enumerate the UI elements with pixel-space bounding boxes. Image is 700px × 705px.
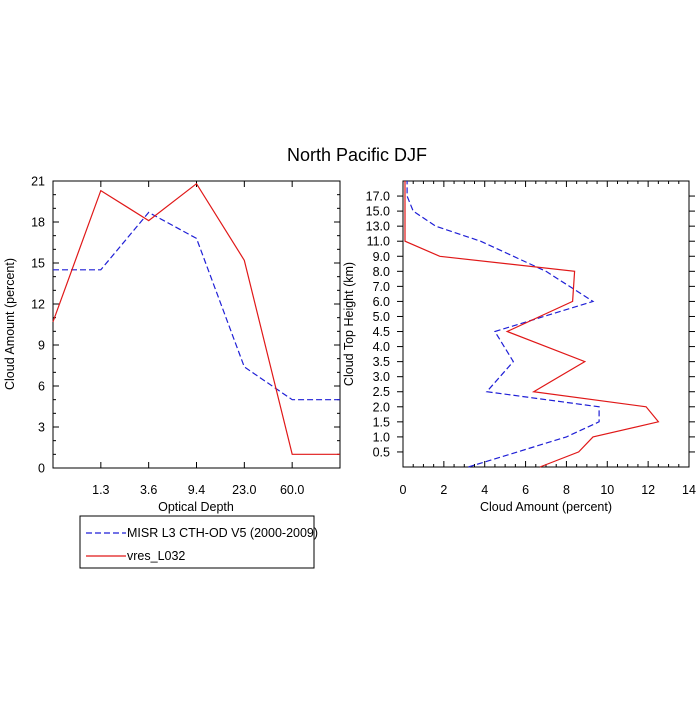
left-x-tick-label: 9.4 <box>188 483 205 497</box>
left-x-tick-label: 60.0 <box>280 483 304 497</box>
right-x-tick-label: 0 <box>400 483 407 497</box>
right-y-tick-label: 1.5 <box>373 415 390 429</box>
left-y-axis-label: Cloud Amount (percent) <box>3 258 17 390</box>
right-tick-labels: 0 2 4 6 8 10 12 14 0.51.01.52.02.53.03.54.04.55.… <box>366 190 696 497</box>
right-y-tick-label: 13.0 <box>366 220 390 234</box>
left-x-axis-label: Optical Depth <box>158 500 234 514</box>
right-x-tick-label: 10 <box>600 483 614 497</box>
right-y-tick-label: 3.0 <box>373 370 390 384</box>
right-tick-marks <box>397 181 695 467</box>
left-y-tick-label: 18 <box>31 216 45 230</box>
left-y-tick-label: 0 <box>38 462 45 476</box>
right-y-tick-label: 1.0 <box>373 430 390 444</box>
right-series-lines <box>404 181 660 468</box>
right-series-misr-line <box>406 181 600 468</box>
left-y-tick-label: 21 <box>31 175 45 189</box>
right-y-tick-label: 0.5 <box>373 445 390 459</box>
right-y-tick-label: 5.0 <box>373 310 390 324</box>
right-y-tick-label: 11.0 <box>367 235 390 249</box>
right-y-tick-label: 9.0 <box>373 250 390 264</box>
right-y-axis-label: Cloud Top Height (km) <box>342 262 356 386</box>
left-y-tick-label: 6 <box>38 380 45 394</box>
right-y-tick-label: 4.0 <box>373 340 390 354</box>
right-y-tick-label: 8.0 <box>373 265 390 279</box>
left-series-lines <box>52 182 340 455</box>
legend-label-misr: MISR L3 CTH-OD V5 (2000-2009) <box>127 526 318 540</box>
right-x-tick-label: 12 <box>641 483 655 497</box>
left-y-tick-label: 15 <box>31 257 45 271</box>
right-y-tick-label: 15.0 <box>366 205 390 219</box>
left-plot-frame <box>52 180 341 469</box>
right-y-tick-label: 3.5 <box>373 355 390 369</box>
left-x-tick-label: 23.0 <box>232 483 256 497</box>
left-panel: 0 3 6 9 12 15 18 21 1.3 3.6 9.4 23.0 60.0 Optical De… <box>3 175 341 514</box>
legend-box <box>79 515 315 569</box>
left-x-tick-label: 1.3 <box>92 483 109 497</box>
right-x-axis-label: Cloud Amount (percent) <box>480 500 612 514</box>
left-tick-marks <box>53 180 340 469</box>
right-x-tick-label: 8 <box>563 483 570 497</box>
right-x-tick-label: 14 <box>682 483 696 497</box>
left-tick-labels: 0 3 6 9 12 15 18 21 1.3 3.6 9.4 23.0 60.0 <box>31 175 304 498</box>
right-y-tick-label: 6.0 <box>373 295 390 309</box>
left-y-tick-label: 9 <box>38 339 45 353</box>
right-y-tick-label: 2.5 <box>373 385 390 399</box>
left-x-tick-label: 3.6 <box>140 483 157 497</box>
left-y-tick-label: 3 <box>38 421 45 435</box>
right-y-tick-label: 7.0 <box>373 280 390 294</box>
right-y-tick-label: 2.0 <box>373 400 390 414</box>
right-series-model-line <box>404 181 660 468</box>
right-x-tick-label: 2 <box>440 483 447 497</box>
left-series-misr-line <box>53 211 340 401</box>
legend-label-model: vres_L032 <box>127 549 185 563</box>
legend: MISR L3 CTH-OD V5 (2000-2009) vres_L032 <box>79 515 318 569</box>
right-panel: 0 2 4 6 8 10 12 14 0.51.01.52.02.53.03.54.04.55.… <box>342 180 696 514</box>
chart-title: North Pacific DJF <box>287 145 427 165</box>
right-x-tick-label: 6 <box>522 483 529 497</box>
right-y-tick-label: 17.0 <box>366 190 390 204</box>
right-x-tick-label: 4 <box>481 483 488 497</box>
left-y-tick-label: 12 <box>31 298 45 312</box>
right-y-tick-label: 4.5 <box>373 325 390 339</box>
left-series-model-line <box>52 182 340 455</box>
